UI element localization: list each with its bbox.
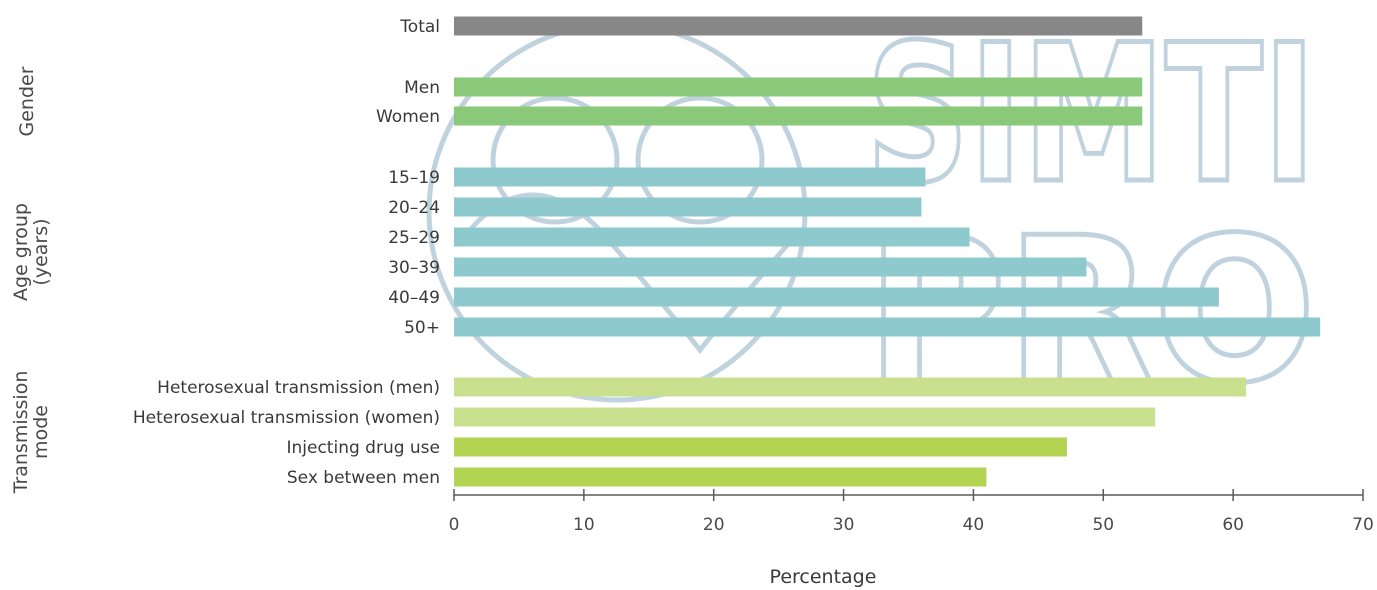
x-tick-label-40: 40	[963, 515, 985, 535]
bar-50	[454, 317, 1321, 337]
watermark-logo-ring-left	[490, 95, 620, 225]
category-label-women: Women	[376, 107, 440, 127]
category-label-15-19: 15–19	[388, 168, 440, 188]
x-tick-label-50: 50	[1092, 515, 1114, 535]
bar-women	[454, 106, 1143, 126]
bar-sex-between-men	[454, 467, 987, 487]
category-label-heterosexual-transmission-women: Heterosexual transmission (women)	[133, 408, 440, 428]
x-tick-label-60: 60	[1222, 515, 1244, 535]
group-label-gender: Gender	[16, 66, 38, 136]
group-labels: Gender Age group(years) Transmissionmode	[10, 66, 52, 494]
category-label-injecting-drug-use: Injecting drug use	[286, 438, 440, 458]
category-label-30-39: 30–39	[388, 258, 440, 278]
category-labels: Total Men Women 15–19 20–24 25–29 30–39 40–49 50…	[133, 17, 440, 488]
x-tick-label-70: 70	[1352, 515, 1374, 535]
bar-heterosexual-transmission-men	[454, 377, 1247, 397]
bar-men	[454, 77, 1143, 97]
category-label-20-24: 20–24	[388, 198, 440, 218]
category-label-25-29: 25–29	[388, 228, 440, 248]
group-label-age-group-years: Age group(years)	[10, 203, 52, 301]
group-label-transmission-mode: Transmissionmode	[10, 371, 52, 495]
category-label-men: Men	[404, 78, 440, 98]
bar-injecting-drug-use	[454, 437, 1067, 457]
category-label-40-49: 40–49	[388, 288, 440, 308]
watermark-logo-ring-right	[635, 95, 765, 225]
category-label-50: 50+	[404, 318, 440, 338]
category-label-heterosexual-transmission-men: Heterosexual transmission (men)	[157, 378, 440, 398]
bar-total	[454, 16, 1143, 36]
x-tick-label-30: 30	[833, 515, 855, 535]
bar-40-49	[454, 287, 1219, 307]
bar-20-24	[454, 197, 922, 217]
x-tick-label-10: 10	[573, 515, 595, 535]
x-tick-label-20: 20	[703, 515, 725, 535]
bar-heterosexual-transmission-women	[454, 407, 1156, 427]
category-label-sex-between-men: Sex between men	[287, 468, 440, 488]
x-axis-title: Percentage	[770, 566, 877, 588]
x-tick-label-0: 0	[449, 515, 460, 535]
bar-30-39	[454, 257, 1087, 277]
bars-layer	[454, 16, 1321, 487]
x-axis: 0 10 20 30 40 50 60 70	[449, 489, 1374, 535]
category-label-total: Total	[399, 17, 440, 37]
bar-15-19	[454, 167, 926, 187]
bar-25-29	[454, 227, 970, 247]
